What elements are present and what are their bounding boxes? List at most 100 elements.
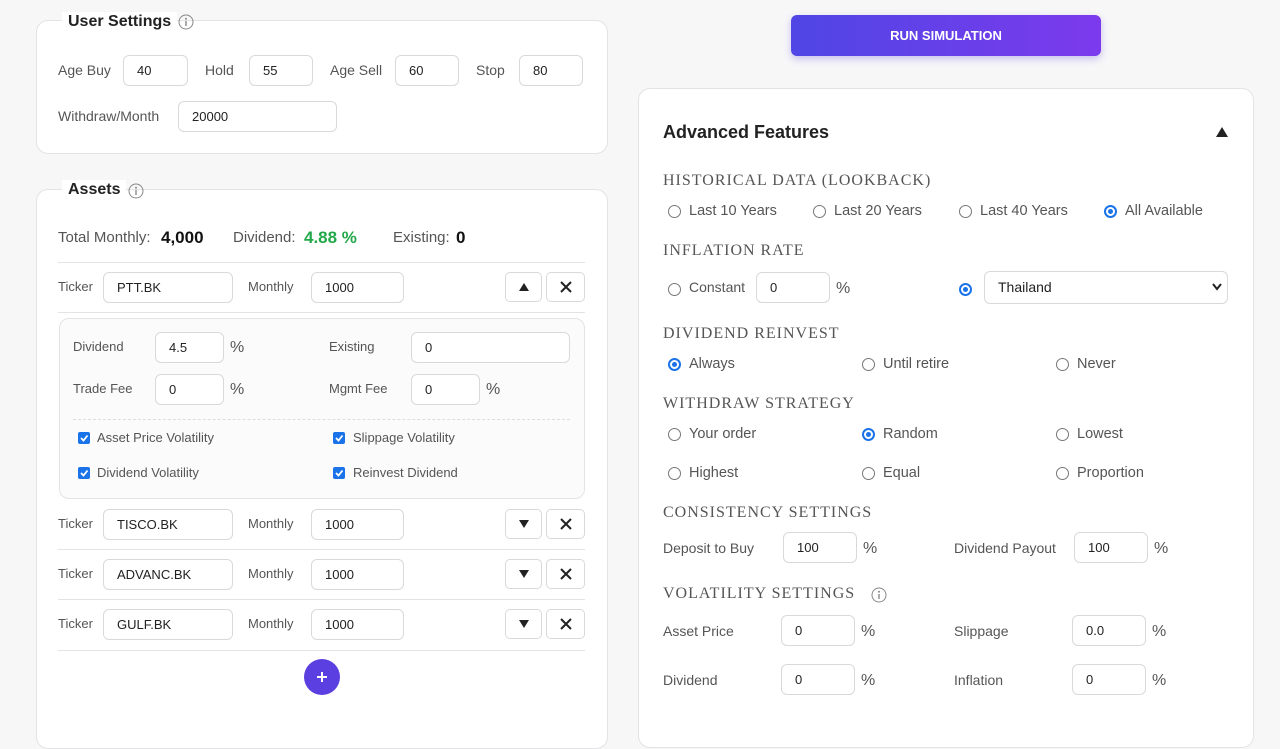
radio[interactable]: [1104, 205, 1117, 218]
input[interactable]: 0: [411, 332, 570, 363]
field-label: Dividend: [73, 339, 124, 354]
radio-label: Proportion: [1077, 465, 1144, 481]
input[interactable]: ADVANC.BK: [103, 559, 233, 590]
input[interactable]: 40: [123, 55, 188, 86]
field-label: Existing: [329, 339, 375, 354]
input[interactable]: GULF.BK: [103, 609, 233, 640]
country-select[interactable]: Thailand: [984, 271, 1228, 304]
checkbox[interactable]: [78, 432, 90, 444]
field-label: Mgmt Fee: [329, 381, 388, 396]
summary-value: 0: [456, 228, 466, 247]
input[interactable]: 0: [411, 374, 480, 405]
radio[interactable]: [668, 428, 681, 441]
check-mark: [335, 469, 344, 477]
section-heading: WITHDRAW STRATEGY: [663, 395, 855, 412]
radio[interactable]: [668, 283, 681, 296]
radio[interactable]: [668, 358, 681, 371]
toggle-button[interactable]: [505, 559, 542, 589]
radio[interactable]: [668, 467, 681, 480]
summary-value: 4,000: [161, 228, 204, 247]
radio-label: Always: [689, 356, 735, 372]
collapse-toggle[interactable]: [1215, 126, 1229, 138]
radio[interactable]: [1056, 467, 1069, 480]
radio-label: Equal: [883, 465, 921, 481]
radio[interactable]: [862, 428, 875, 441]
checkbox[interactable]: [78, 467, 90, 479]
add-asset-button[interactable]: [303, 658, 341, 696]
input[interactable]: 0: [781, 615, 855, 646]
field-label: Ticker: [58, 616, 93, 631]
radio-label: Highest: [689, 465, 739, 481]
separator: [58, 549, 585, 550]
radio[interactable]: [813, 205, 826, 218]
field-label: Monthly: [248, 516, 294, 531]
field-label: Trade Fee: [73, 381, 133, 396]
unit: %: [486, 381, 501, 398]
radio[interactable]: [862, 467, 875, 480]
unit: %: [836, 280, 851, 297]
summary-label: Dividend:: [233, 229, 296, 246]
field-label: Age Buy: [58, 62, 111, 78]
input[interactable]: TISCO.BK: [103, 509, 233, 540]
radio-label: Random: [883, 426, 938, 442]
close-icon: [560, 281, 572, 293]
radio[interactable]: [959, 205, 972, 218]
info-icon[interactable]: [128, 183, 144, 199]
unit: %: [861, 623, 876, 640]
input[interactable]: 0: [1072, 664, 1146, 695]
input[interactable]: 0: [781, 664, 855, 695]
field-label: Monthly: [248, 279, 294, 294]
unit: %: [863, 540, 878, 557]
field-label: Monthly: [248, 566, 294, 581]
input[interactable]: 0.0: [1072, 615, 1146, 646]
info-icon[interactable]: [871, 587, 887, 603]
field-label: Inflation: [954, 672, 1004, 688]
input[interactable]: 1000: [311, 609, 404, 640]
input[interactable]: 55: [249, 55, 313, 86]
arrow-icon: [519, 283, 529, 291]
unit: %: [230, 339, 245, 356]
input[interactable]: 0: [155, 374, 224, 405]
section-heading: INFLATION RATE: [663, 242, 805, 259]
radio-label: Last 10 Years: [689, 203, 777, 219]
radio-label: Never: [1077, 356, 1116, 372]
input[interactable]: 0: [756, 272, 830, 303]
summary-label: Total Monthly:: [58, 229, 151, 246]
checkbox[interactable]: [333, 467, 345, 479]
input[interactable]: PTT.BK: [103, 272, 233, 303]
field-label: Monthly: [248, 616, 294, 631]
arrow-icon: [519, 570, 529, 578]
input[interactable]: 1000: [311, 509, 404, 540]
unit: %: [230, 381, 245, 398]
separator: [58, 599, 585, 600]
input[interactable]: 60: [395, 55, 459, 86]
close-icon: [560, 618, 572, 630]
checkbox[interactable]: [333, 432, 345, 444]
field-label: Stop: [476, 62, 505, 78]
radio-label: Your order: [689, 426, 757, 442]
input[interactable]: 100: [783, 532, 857, 563]
divider: [73, 419, 570, 420]
input[interactable]: 4.5: [155, 332, 224, 363]
radio-label: Until retire: [883, 356, 950, 372]
radio[interactable]: [668, 205, 681, 218]
radio[interactable]: [1056, 428, 1069, 441]
input[interactable]: 80: [519, 55, 583, 86]
run-simulation-button[interactable]: RUN SIMULATION: [791, 15, 1101, 56]
panel-title: User Settings: [62, 12, 178, 32]
input[interactable]: 1000: [311, 559, 404, 590]
unit: %: [1152, 623, 1167, 640]
unit: %: [1152, 672, 1167, 689]
radio[interactable]: [1056, 358, 1069, 371]
input[interactable]: 100: [1074, 532, 1148, 563]
separator: [58, 262, 585, 263]
radio[interactable]: [959, 283, 972, 296]
info-icon[interactable]: [178, 14, 194, 30]
input[interactable]: 20000: [178, 101, 337, 132]
radio[interactable]: [862, 358, 875, 371]
radio-label: Lowest: [1077, 426, 1123, 442]
field-label: Dividend: [663, 672, 718, 688]
input[interactable]: 1000: [311, 272, 404, 303]
arrow-icon: [519, 620, 529, 628]
close-icon: [560, 568, 572, 580]
